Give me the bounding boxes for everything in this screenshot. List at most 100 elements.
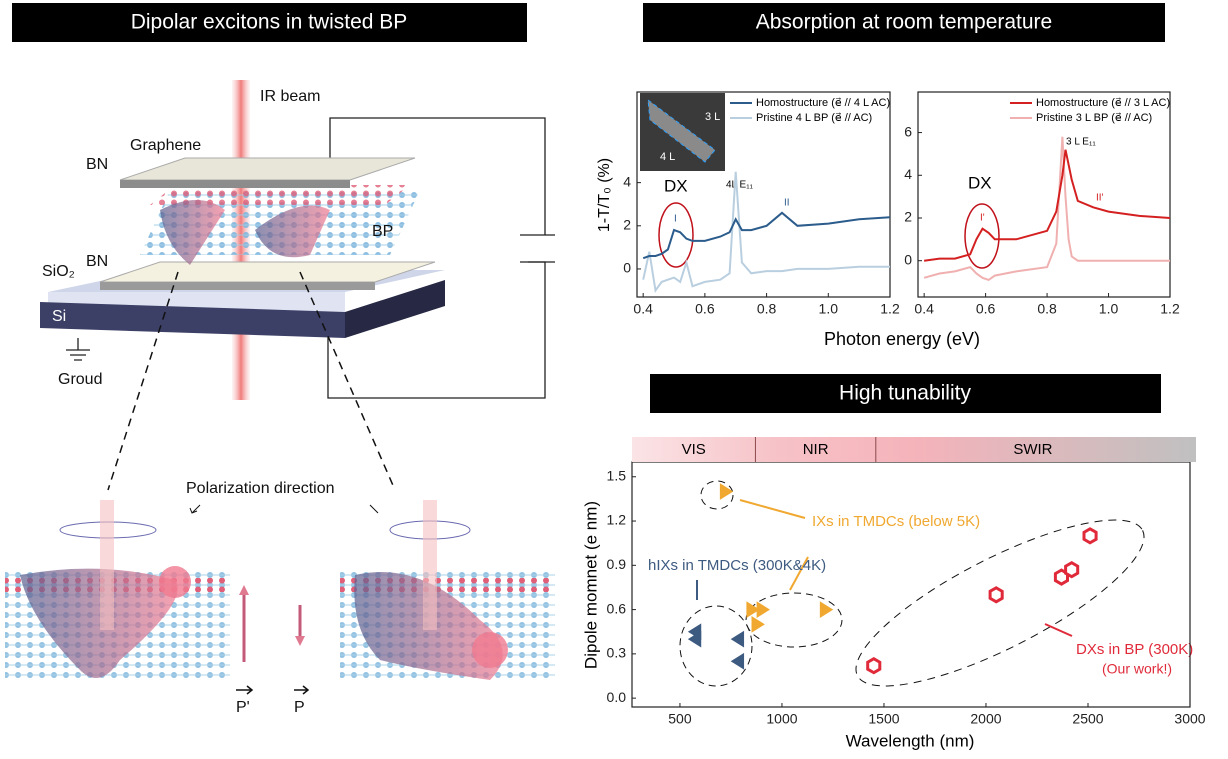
highlight bbox=[964, 203, 1000, 269]
y-tick-label: 0.9 bbox=[607, 556, 627, 572]
hole bbox=[159, 566, 191, 598]
title-box bbox=[12, 3, 527, 42]
small-arrow bbox=[189, 504, 379, 514]
zoom-line bbox=[299, 271, 396, 491]
annotation: I' bbox=[980, 213, 985, 224]
x-axis-label: Wavelength (nm) bbox=[846, 731, 975, 750]
bn-top bbox=[119, 157, 416, 181]
label: BN bbox=[86, 156, 108, 173]
group-outline bbox=[855, 519, 1145, 687]
si-side bbox=[345, 280, 445, 338]
scatter-point bbox=[751, 615, 765, 633]
group-outline bbox=[745, 592, 843, 648]
highlight bbox=[658, 202, 694, 268]
annotations: DX 4L E₁₁ I II DX 3 L E₁₁ I' II' Photon … bbox=[581, 137, 1193, 751]
annotation: IXs in TMDCs (below 5K) bbox=[812, 513, 980, 530]
y-tick-label: 0.3 bbox=[607, 645, 627, 661]
x-tick-label: 1.2 bbox=[1160, 301, 1180, 317]
x-tick-label: 1.0 bbox=[1099, 301, 1119, 317]
y-tick-label: 0.0 bbox=[607, 689, 627, 705]
plot-frame bbox=[917, 91, 1171, 298]
annotation: DX bbox=[664, 176, 688, 195]
y-tick-label: 2 bbox=[904, 209, 912, 225]
y-tick-label: 6 bbox=[904, 123, 912, 139]
x-tick-label: 0.4 bbox=[914, 301, 934, 317]
bp-top-lattice bbox=[150, 185, 410, 205]
band-label: VIS bbox=[682, 441, 706, 458]
x-tick-label: 1.0 bbox=[819, 301, 839, 317]
ground-symbol bbox=[66, 338, 90, 361]
x-tick-label: 0.6 bbox=[976, 301, 996, 317]
annotation: I bbox=[674, 214, 677, 225]
series-line bbox=[923, 149, 1171, 262]
vector-arrow bbox=[236, 685, 310, 695]
label: SiO₂ bbox=[42, 263, 75, 280]
annotation: 3 L E₁₁ bbox=[1066, 137, 1096, 148]
y-tick-label: 1.5 bbox=[607, 467, 627, 483]
x-axis-label: Photon energy (eV) bbox=[824, 329, 980, 349]
scatter-point bbox=[730, 630, 745, 648]
label: Graphene bbox=[130, 137, 201, 154]
title-box bbox=[650, 374, 1161, 413]
exciton-right bbox=[255, 205, 330, 258]
si-slab bbox=[40, 302, 345, 338]
bn-top-edge bbox=[120, 180, 350, 188]
label: Groud bbox=[58, 371, 102, 388]
label: BN bbox=[86, 253, 108, 270]
inset-label: 4 L bbox=[660, 151, 675, 163]
y-tick-label: 4 bbox=[904, 166, 912, 182]
x-tick-label: 2000 bbox=[970, 711, 1001, 727]
label: Polarization direction bbox=[186, 480, 335, 497]
x-tick-label: 0.6 bbox=[695, 301, 715, 317]
legend-label: Pristine 3 L BP (e⃗ // AC) bbox=[1036, 112, 1152, 124]
annotation: 4L E₁₁ bbox=[726, 180, 754, 191]
panel-titles: Dipolar excitons in twisted BP Absorptio… bbox=[12, 3, 1165, 413]
legend-label: Homostructure (e⃗ // 4 L AC) bbox=[756, 97, 890, 109]
scatter-point bbox=[687, 630, 702, 648]
y-tick-label: 2 bbox=[623, 216, 631, 232]
y-tick-label: 1.2 bbox=[607, 512, 627, 528]
series-line bbox=[642, 211, 891, 260]
panel-title: High tunability bbox=[839, 382, 971, 405]
label: IR beam bbox=[260, 88, 320, 105]
title-box bbox=[643, 3, 1165, 42]
scatter-point bbox=[730, 652, 745, 670]
inset-label: 3 L bbox=[705, 111, 720, 123]
x-tick-label: 500 bbox=[668, 711, 692, 727]
annotation: DXs in BP (300K) bbox=[1076, 641, 1193, 658]
scatter-point bbox=[819, 601, 834, 618]
x-tick-label: 1500 bbox=[868, 711, 899, 727]
scatter-point bbox=[719, 483, 734, 500]
y-axis-label: Dipole momnet (e nm) bbox=[581, 501, 600, 669]
plot-frame bbox=[636, 91, 891, 298]
x-tick-label: 1.2 bbox=[880, 301, 900, 317]
group-outline bbox=[700, 480, 734, 510]
annotation: DX bbox=[968, 173, 992, 192]
beam bbox=[100, 500, 114, 630]
band-label: NIR bbox=[803, 441, 829, 458]
series-line bbox=[923, 136, 1170, 282]
panel-title: Dipolar excitons in twisted BP bbox=[131, 11, 408, 34]
bn-bottom-edge bbox=[100, 282, 375, 290]
x-tick-label: 0.8 bbox=[1037, 301, 1057, 317]
annotation: (Our work!) bbox=[1102, 661, 1172, 677]
x-tick-label: 3000 bbox=[1174, 711, 1205, 727]
label: Si bbox=[52, 308, 66, 325]
y-tick-label: 4 bbox=[623, 173, 631, 189]
panel-title: Absorption at room temperature bbox=[756, 11, 1052, 34]
y-tick-label: 0 bbox=[623, 260, 631, 276]
arrow-head bbox=[239, 585, 249, 595]
scatter-point bbox=[756, 601, 770, 618]
flake bbox=[647, 98, 716, 163]
arrow-head bbox=[295, 636, 305, 646]
annotation: II bbox=[784, 198, 790, 209]
legend-label: Pristine 4 L BP (e⃗ // AC) bbox=[756, 112, 872, 124]
exciton bbox=[20, 568, 178, 678]
scatter-point bbox=[1082, 527, 1098, 545]
scatter-point bbox=[1064, 560, 1080, 579]
label: P' bbox=[236, 699, 250, 716]
scatter-point bbox=[988, 586, 1004, 604]
pointer bbox=[1044, 623, 1073, 637]
pointer bbox=[789, 556, 809, 591]
